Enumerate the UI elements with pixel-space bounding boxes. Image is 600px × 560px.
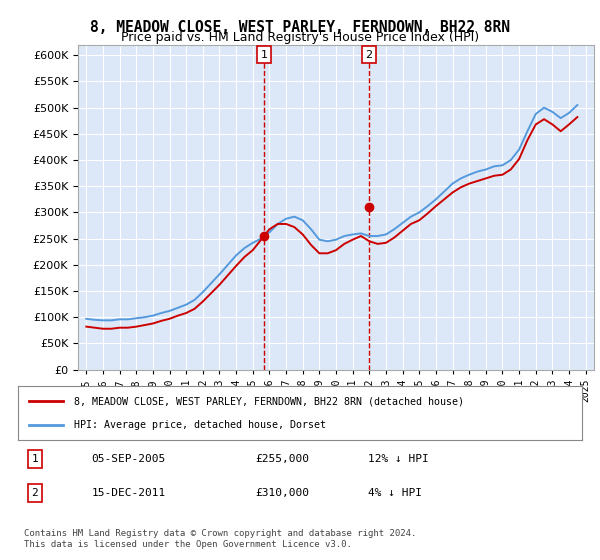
Text: Price paid vs. HM Land Registry's House Price Index (HPI): Price paid vs. HM Land Registry's House …	[121, 31, 479, 44]
Text: 4% ↓ HPI: 4% ↓ HPI	[368, 488, 422, 498]
Text: £310,000: £310,000	[255, 488, 309, 498]
Text: 15-DEC-2011: 15-DEC-2011	[91, 488, 166, 498]
Text: 2: 2	[32, 488, 38, 498]
Text: Contains HM Land Registry data © Crown copyright and database right 2024.
This d: Contains HM Land Registry data © Crown c…	[24, 529, 416, 549]
Text: HPI: Average price, detached house, Dorset: HPI: Average price, detached house, Dors…	[74, 419, 326, 430]
Text: 12% ↓ HPI: 12% ↓ HPI	[368, 454, 428, 464]
Text: 1: 1	[260, 49, 268, 59]
Text: 2: 2	[365, 49, 372, 59]
Text: 1: 1	[32, 454, 38, 464]
Text: 8, MEADOW CLOSE, WEST PARLEY, FERNDOWN, BH22 8RN: 8, MEADOW CLOSE, WEST PARLEY, FERNDOWN, …	[90, 20, 510, 35]
Text: £255,000: £255,000	[255, 454, 309, 464]
Text: 05-SEP-2005: 05-SEP-2005	[91, 454, 166, 464]
Text: 8, MEADOW CLOSE, WEST PARLEY, FERNDOWN, BH22 8RN (detached house): 8, MEADOW CLOSE, WEST PARLEY, FERNDOWN, …	[74, 396, 464, 407]
